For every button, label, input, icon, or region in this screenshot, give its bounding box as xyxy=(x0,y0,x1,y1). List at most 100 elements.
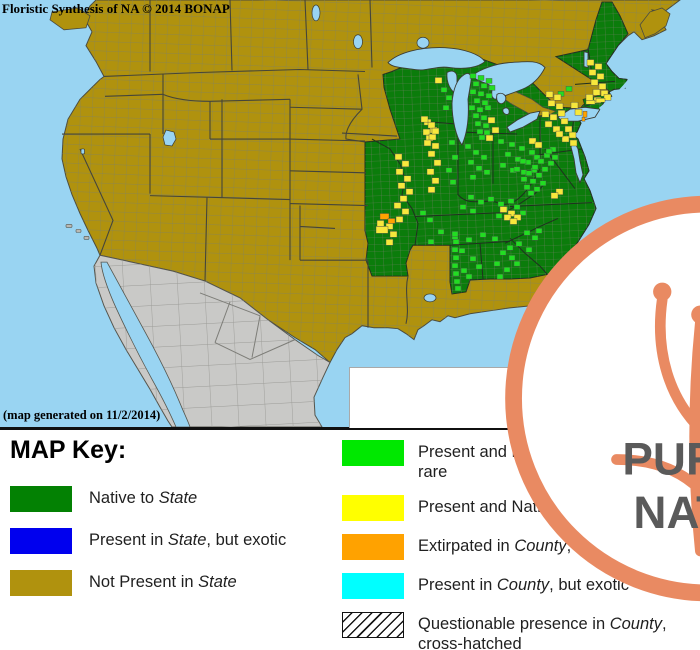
county-marker xyxy=(389,231,398,238)
county-marker xyxy=(395,216,404,223)
county-marker xyxy=(495,213,503,219)
county-marker xyxy=(451,231,459,237)
county-marker xyxy=(469,256,477,262)
county-marker xyxy=(387,218,396,224)
county-marker xyxy=(523,230,531,236)
small-lakes xyxy=(80,4,561,332)
county-marker xyxy=(427,150,436,158)
county-markers xyxy=(375,59,612,292)
county-marker xyxy=(506,245,514,251)
county-marker xyxy=(483,129,491,136)
county-marker xyxy=(448,139,456,146)
county-marker xyxy=(472,81,480,87)
county-marker xyxy=(451,154,459,161)
county-marker xyxy=(449,179,457,185)
county-marker xyxy=(445,167,453,173)
county-marker xyxy=(513,166,521,172)
county-marker xyxy=(477,75,485,81)
county-marker xyxy=(513,204,521,210)
swatch-not-present-state xyxy=(10,570,72,596)
county-marker xyxy=(545,148,553,155)
county-marker xyxy=(504,151,512,158)
county-marker xyxy=(427,186,436,193)
county-marker xyxy=(478,134,486,141)
county-marker xyxy=(427,121,436,129)
county-marker xyxy=(595,98,606,103)
county-marker xyxy=(376,220,385,227)
county-marker xyxy=(451,247,459,253)
county-marker xyxy=(469,89,477,95)
state-borders-west xyxy=(62,0,409,328)
county-marker xyxy=(528,149,536,156)
county-marker xyxy=(481,100,489,106)
county-marker xyxy=(460,267,468,274)
county-marker xyxy=(423,139,432,147)
county-marker xyxy=(488,85,496,91)
county-marker xyxy=(453,278,461,285)
county-marker xyxy=(395,168,404,175)
great-lakes xyxy=(387,47,601,184)
county-marker xyxy=(503,214,512,221)
county-marker xyxy=(452,270,460,277)
county-marker xyxy=(508,141,516,148)
county-marker xyxy=(465,237,473,243)
county-marker xyxy=(594,63,603,70)
swatch-native-state xyxy=(10,486,72,512)
county-marker xyxy=(519,158,527,165)
county-marker xyxy=(431,177,440,184)
county-marker xyxy=(499,162,507,169)
county-marker xyxy=(568,131,577,139)
county-marker xyxy=(496,273,504,280)
county-marker xyxy=(560,117,569,125)
county-marker xyxy=(555,103,564,110)
swatch-county-exotic xyxy=(342,573,404,599)
county-marker xyxy=(525,247,533,253)
county-marker xyxy=(507,198,515,204)
county-marker xyxy=(508,255,516,261)
county-marker xyxy=(534,141,543,149)
county-marker xyxy=(574,109,583,116)
county-marker xyxy=(565,86,573,92)
county-marker xyxy=(518,145,526,152)
county-marker xyxy=(533,186,541,192)
county-marker xyxy=(531,164,539,171)
legend-item-county-exotic: Present in County, but exotic xyxy=(342,572,698,599)
county-marker xyxy=(553,94,562,101)
county-marker xyxy=(480,154,488,161)
county-marker xyxy=(452,255,460,261)
county-marker xyxy=(399,195,408,202)
county-marker xyxy=(454,285,462,292)
county-marker xyxy=(547,100,556,107)
county-marker xyxy=(519,210,527,216)
pure-air-natives-logo: PURE AIR NATIVES xyxy=(505,195,700,601)
county-marker xyxy=(484,105,492,111)
county-marker xyxy=(442,105,450,111)
county-marker xyxy=(515,241,523,247)
county-marker xyxy=(458,248,466,254)
county-marker xyxy=(557,110,566,117)
logo-text-2: NATIVES xyxy=(633,487,700,538)
county-marker xyxy=(541,111,550,118)
land-not-present xyxy=(49,0,681,363)
county-marker xyxy=(487,116,496,124)
county-marker xyxy=(485,134,494,142)
county-marker xyxy=(459,204,467,210)
county-marker xyxy=(585,94,594,101)
county-marker xyxy=(497,138,505,145)
county-marker xyxy=(431,127,440,135)
county-marker xyxy=(531,235,539,241)
map-key-left-column: Native to State Present in State, but ex… xyxy=(10,485,330,596)
county-marker xyxy=(403,175,412,182)
county-marker xyxy=(394,153,403,161)
county-marker xyxy=(477,91,485,97)
county-marker xyxy=(603,94,612,101)
county-marker xyxy=(564,125,573,133)
nova-scotia xyxy=(639,7,671,39)
county-marker xyxy=(473,98,481,104)
county-marker xyxy=(379,213,390,220)
county-marker xyxy=(527,190,535,196)
county-marker xyxy=(464,143,472,150)
county-marker xyxy=(588,69,597,76)
county-marker xyxy=(480,114,488,121)
county-marker xyxy=(467,194,475,200)
